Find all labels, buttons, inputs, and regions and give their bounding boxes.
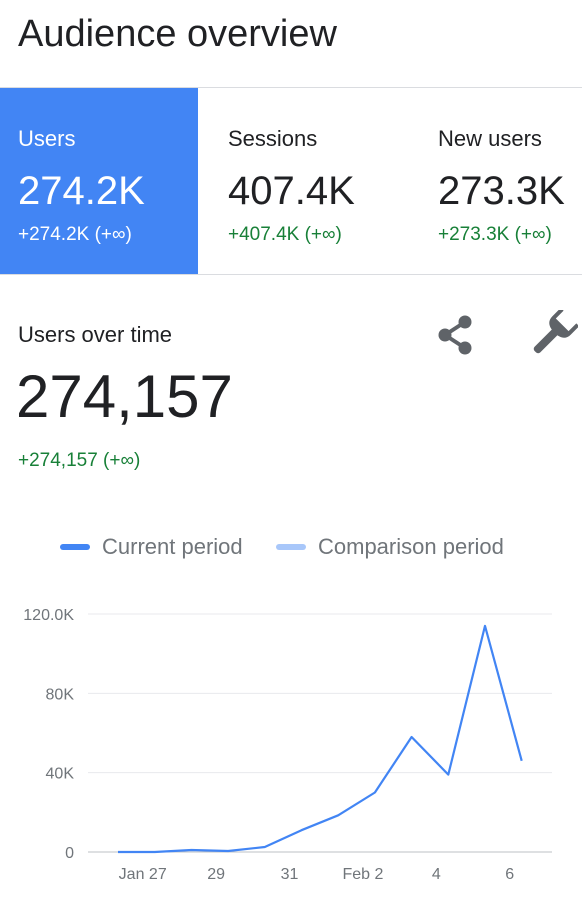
legend-swatch-comparison [276, 544, 306, 550]
metric-label: Users [18, 126, 76, 151]
metric-change: +407.4K (+∞) [228, 224, 342, 245]
x-tick-label: Jan 27 [119, 866, 167, 883]
wrench-icon [533, 307, 580, 354]
metric-value: 273.3K [438, 169, 565, 213]
x-tick-label: 29 [207, 866, 225, 883]
users-line-chart: 0 40K 80K 120.0K Jan 27 29 31 Feb 2 4 6 [23, 607, 552, 883]
series-line-current [118, 624, 523, 854]
customize-button[interactable] [528, 307, 580, 358]
metric-tabs: Users 274.2K +274.2K (+∞) Sessions 407.4… [0, 88, 582, 275]
y-tick-label: 0 [65, 845, 74, 862]
metric-value: 274.2K [18, 169, 145, 213]
page-title: Audience overview [18, 13, 337, 55]
y-tick-label: 40K [46, 766, 75, 783]
x-tick-label: 6 [505, 866, 514, 883]
legend-label-current: Current period [102, 534, 243, 559]
metric-tab-sessions[interactable]: Sessions 407.4K +407.4K (+∞) [210, 88, 410, 274]
users-total-change: +274,157 (+∞) [18, 450, 141, 471]
x-tick-label: 4 [432, 866, 441, 883]
metric-value: 407.4K [228, 169, 355, 213]
x-tick-label: Feb 2 [342, 866, 383, 883]
metric-tab-new-users[interactable]: New users 273.3K +273.3K (+∞) [420, 88, 582, 274]
users-total-value: 274,157 [16, 363, 233, 430]
metric-label: New users [438, 126, 542, 151]
y-tick-label: 120.0K [23, 607, 74, 624]
legend-swatch-current [60, 544, 90, 550]
metric-label: Sessions [228, 126, 318, 151]
card-title: Users over time [18, 322, 173, 347]
legend-label-comparison: Comparison period [318, 534, 504, 559]
y-tick-label: 80K [46, 686, 75, 703]
metric-change: +273.3K (+∞) [438, 224, 552, 245]
metric-tab-users[interactable]: Users 274.2K +274.2K (+∞) [0, 88, 198, 274]
metric-change: +274.2K (+∞) [18, 224, 132, 245]
app-header: Audience overview [0, 0, 582, 88]
share-icon [438, 315, 472, 355]
x-tick-label: 31 [281, 866, 299, 883]
share-button[interactable] [432, 312, 478, 358]
